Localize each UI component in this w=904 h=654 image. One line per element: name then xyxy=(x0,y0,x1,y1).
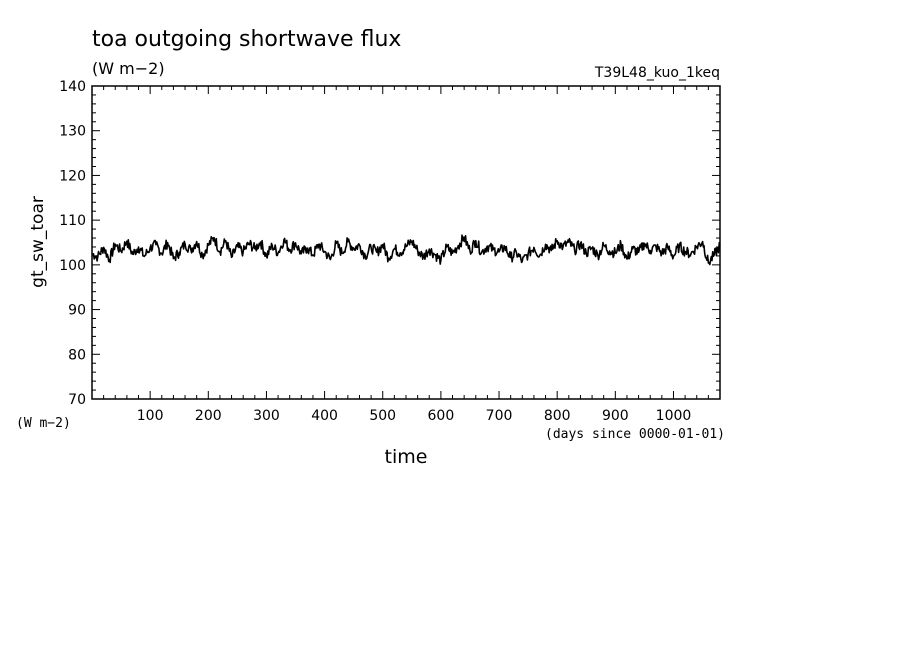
y-tick-label: 120 xyxy=(59,168,86,184)
experiment-label: T39L48_kuo_1keq xyxy=(594,65,720,81)
y-tick-label: 130 xyxy=(59,124,86,140)
series-line xyxy=(91,234,721,266)
y-tick-labels: 70 80 90 100 110 120 130 140 xyxy=(59,79,86,408)
x-tick-labels: 100 200 300 400 500 600 700 800 900 1000 xyxy=(137,408,692,424)
x-tick-label: 500 xyxy=(369,408,396,424)
x-tick-label: 600 xyxy=(428,408,455,424)
x-tick-label: 700 xyxy=(486,408,513,424)
y-axis-units: (W m−2) xyxy=(16,416,71,431)
x-tick-label: 300 xyxy=(253,408,280,424)
x-tick-label: 400 xyxy=(311,408,338,424)
x-tick-label: 1000 xyxy=(656,408,692,424)
y-tick-label: 90 xyxy=(68,303,86,319)
plot-frame xyxy=(91,85,721,400)
x-tick-label: 800 xyxy=(544,408,571,424)
chart-title: toa outgoing shortwave flux xyxy=(92,27,401,52)
y-tick-label: 80 xyxy=(68,347,86,363)
x-axis-label: time xyxy=(385,446,428,468)
y-axis-label: gt_sw_toar xyxy=(28,196,48,288)
x-tick-label: 200 xyxy=(195,408,222,424)
y-tick-label: 70 xyxy=(68,392,86,408)
x-tick-label: 100 xyxy=(137,408,164,424)
x-tick-label: 900 xyxy=(602,408,629,424)
y-tick-label: 100 xyxy=(59,258,86,274)
y-tick-label: 140 xyxy=(59,79,86,95)
chart-subtitle: (W m−2) xyxy=(92,59,165,78)
x-axis-units: (days since 0000-01-01) xyxy=(545,427,725,442)
y-tick-label: 110 xyxy=(59,213,86,229)
axis-ticks xyxy=(92,86,720,399)
